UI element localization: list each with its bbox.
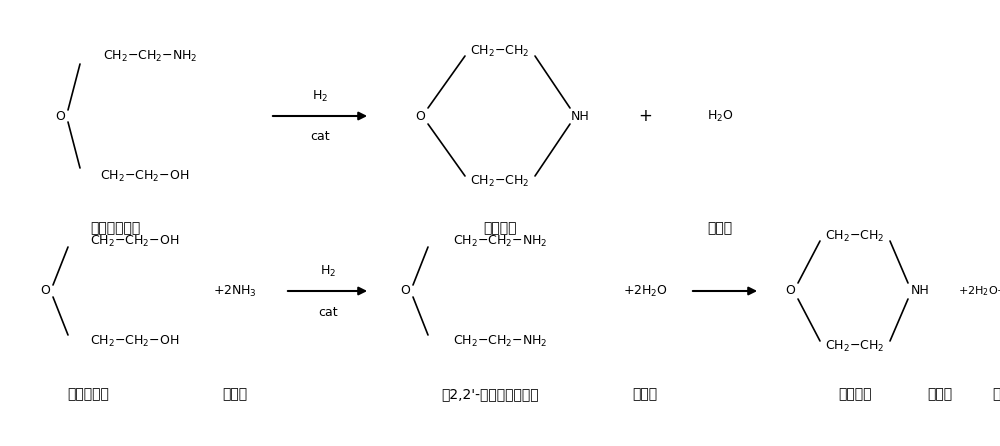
Text: NH: NH [911,285,929,297]
Text: CH$_2$$-$CH$_2$$-$OH: CH$_2$$-$CH$_2$$-$OH [100,169,190,184]
Text: CH$_2$$-$CH$_2$$-$NH$_2$: CH$_2$$-$CH$_2$$-$NH$_2$ [453,233,547,248]
Text: O: O [400,285,410,297]
Text: （水）: （水） [927,387,953,401]
Text: （水）: （水） [707,221,733,235]
Text: O: O [55,110,65,123]
Text: cat: cat [318,306,338,319]
Text: +2H$_2$O: +2H$_2$O [623,284,667,298]
Text: O: O [785,285,795,297]
Text: CH$_2$$-$CH$_2$: CH$_2$$-$CH$_2$ [825,339,885,354]
Text: CH$_2$$-$CH$_2$: CH$_2$$-$CH$_2$ [825,228,885,244]
Text: O: O [40,285,50,297]
Text: CH$_2$$-$CH$_2$: CH$_2$$-$CH$_2$ [470,43,530,58]
Text: H$_2$: H$_2$ [320,264,336,279]
Text: CH$_2$$-$CH$_2$$-$NH$_2$: CH$_2$$-$CH$_2$$-$NH$_2$ [453,334,547,349]
Text: CH$_2$$-$CH$_2$$-$NH$_2$: CH$_2$$-$CH$_2$$-$NH$_2$ [103,49,197,63]
Text: （吗啉）: （吗啉） [483,221,517,235]
Text: CH$_2$$-$CH$_2$: CH$_2$$-$CH$_2$ [470,173,530,189]
Text: +2H$_2$O+NH$_3$: +2H$_2$O+NH$_3$ [958,284,1000,298]
Text: （水）: （水） [632,387,658,401]
Text: +2NH$_3$: +2NH$_3$ [213,284,257,298]
Text: （二甘醇胺）: （二甘醇胺） [90,221,140,235]
Text: CH$_2$$-$CH$_2$$-$OH: CH$_2$$-$CH$_2$$-$OH [90,334,180,349]
Text: （2,2'-二氨基二乙醚）: （2,2'-二氨基二乙醚） [441,387,539,401]
Text: （吗啉）: （吗啉） [838,387,872,401]
Text: O: O [415,110,425,123]
Text: NH: NH [571,110,589,123]
Text: （氨）: （氨） [992,387,1000,401]
Text: cat: cat [310,129,330,143]
Text: H$_2$: H$_2$ [312,88,328,103]
Text: +: + [638,107,652,125]
Text: （二甘醇）: （二甘醇） [67,387,109,401]
Text: （氨）: （氨） [222,387,248,401]
Text: CH$_2$$-$CH$_2$$-$OH: CH$_2$$-$CH$_2$$-$OH [90,233,180,248]
Text: H$_2$O: H$_2$O [707,108,733,124]
